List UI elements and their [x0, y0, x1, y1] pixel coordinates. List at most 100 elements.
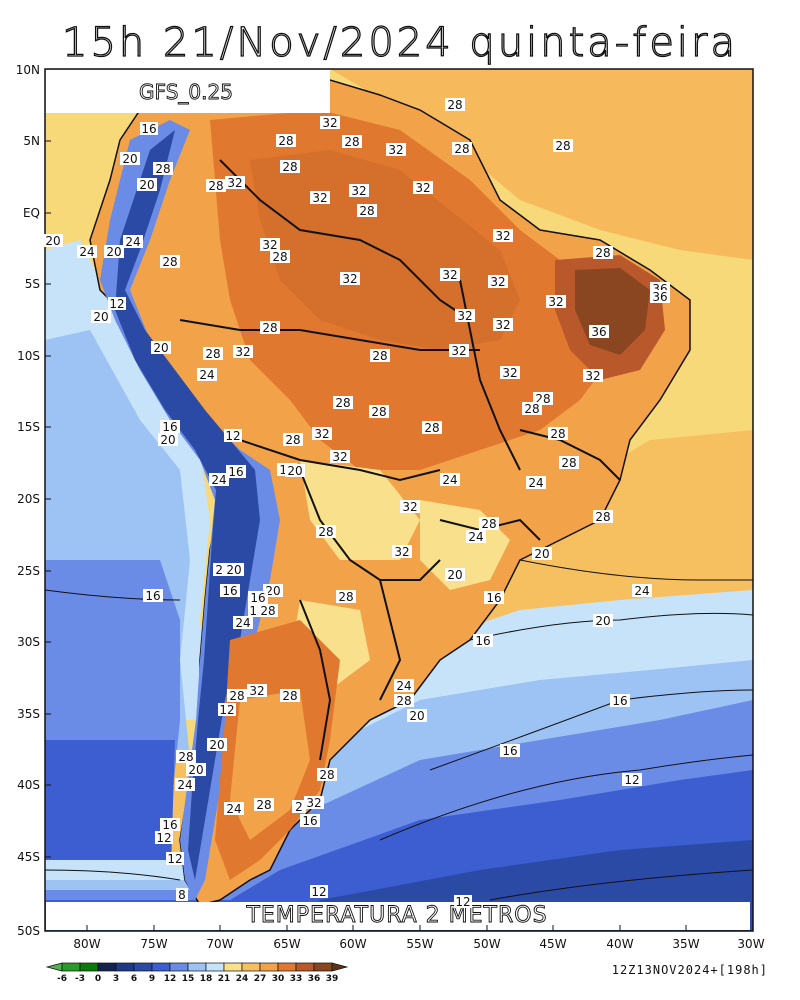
- colorbar-tick-label: 9: [149, 974, 155, 984]
- colorbar-swatch: [223, 962, 243, 972]
- contour-label: 28: [595, 510, 610, 524]
- colorbar-swatch: [277, 962, 297, 972]
- lat-tick-label: 5N: [23, 134, 40, 148]
- contour-label: 32: [388, 143, 403, 157]
- contour-label: 20: [93, 310, 108, 324]
- contour-label: 20: [106, 245, 121, 259]
- contour-label: 8: [178, 888, 186, 902]
- longitude-axis: 80W 75W 70W 65W 60W 55W 50W 45W 40W 35W …: [73, 937, 764, 951]
- colorbar-tick-label: 27: [254, 974, 267, 984]
- contour-label: 32: [322, 116, 337, 130]
- colorbar-swatch: [241, 962, 261, 972]
- lon-tick-label: 40W: [606, 937, 633, 951]
- contour-label: 24: [468, 530, 483, 544]
- contour-label: 24: [442, 473, 457, 487]
- country-borders: [179, 159, 621, 761]
- colorbar-swatch: [259, 962, 279, 972]
- contour-label: 32: [490, 275, 505, 289]
- contour-label: 32: [402, 500, 417, 514]
- lat-tick-label: 45S: [17, 850, 40, 864]
- colorbar-tick-label: 21: [218, 974, 231, 984]
- contour-label: 32: [235, 345, 250, 359]
- contour-label: 28: [229, 689, 244, 703]
- contour-label: 28: [550, 427, 565, 441]
- contour-label: 28: [319, 768, 334, 782]
- contour-label: 24: [226, 802, 241, 816]
- contour-label: 28: [555, 139, 570, 153]
- contour-label: 12: [455, 895, 470, 909]
- contour-label: 16: [228, 465, 243, 479]
- run-info: 12Z13NOV2024+[198h]: [611, 963, 768, 977]
- contour-label: 20: [534, 547, 549, 561]
- colorbar-tick-label: 36: [308, 974, 321, 984]
- svg-text:2: 2: [295, 800, 303, 814]
- contour-label: 28: [262, 321, 277, 335]
- lon-tick-label: 55W: [406, 937, 433, 951]
- lon-tick-label: 35W: [672, 937, 699, 951]
- colorbar: -6 -3 0 3 6 9 12 15 18 21 24 27 30 33 36 39: [45, 962, 349, 984]
- lat-tick-label: 35S: [17, 707, 40, 721]
- contour-label: 28: [338, 590, 353, 604]
- contour-label: 28: [260, 604, 275, 618]
- colorbar-swatch: [115, 962, 135, 972]
- colorbar-tick-label: 30: [272, 974, 285, 984]
- lon-tick-label: 75W: [140, 937, 167, 951]
- lat-tick-label: EQ: [23, 206, 40, 220]
- contour-label: 16: [162, 818, 177, 832]
- lat-tick-label: 10N: [16, 63, 40, 77]
- contour-label: 32: [262, 238, 277, 252]
- contour-label: 32: [314, 427, 329, 441]
- lon-tick-label: 70W: [206, 937, 233, 951]
- contour-label: 32: [415, 181, 430, 195]
- contour-label: 32: [394, 545, 409, 559]
- contour-label: 16: [222, 584, 237, 598]
- model-label: GFS_0.25: [139, 80, 233, 104]
- contour-label: 32: [332, 450, 347, 464]
- contour-label: 32: [457, 309, 472, 323]
- contour-label: 32: [502, 366, 517, 380]
- contour-label-group: 16 28 32 28 32 28 28 28 20 28 20 28 32 2…: [43, 98, 670, 909]
- contour-label: 12: [219, 703, 234, 717]
- lat-tick-label: 15S: [17, 420, 40, 434]
- contour-label: 16: [502, 744, 517, 758]
- colorbar-swatch: [97, 962, 117, 972]
- contour-label: 24: [199, 368, 214, 382]
- contour-label: 32: [227, 176, 242, 190]
- contour-label: 28: [371, 405, 386, 419]
- contour-label: 32: [548, 295, 563, 309]
- colorbar-arrow-right: [331, 962, 349, 972]
- contour-label: 12: [109, 297, 124, 311]
- contour-label: 36: [652, 290, 667, 304]
- contour-label: 28: [344, 135, 359, 149]
- contour-label: 36: [591, 325, 606, 339]
- contour-label: 16: [141, 122, 156, 136]
- colorbar-tick-label: -6: [57, 974, 67, 984]
- contour-label: 32: [585, 369, 600, 383]
- contour-label: 24: [528, 476, 543, 490]
- contour-label: 28: [372, 349, 387, 363]
- contour-label: 28: [318, 525, 333, 539]
- contour-label: 32: [249, 684, 264, 698]
- model-label-box: [46, 70, 330, 113]
- colorbar-swatch: [151, 962, 171, 972]
- contour-label: 28: [424, 421, 439, 435]
- contour-label: 28: [359, 204, 374, 218]
- contour-label: 24: [211, 473, 226, 487]
- colorbar-swatch: [61, 962, 81, 972]
- colorbar-swatch: [79, 962, 99, 972]
- contour-label: 28: [282, 160, 297, 174]
- contour-label: 28: [335, 396, 350, 410]
- map-title: 15h 21/Nov/2024 quinta-feira: [61, 19, 738, 66]
- colorbar-swatch: [313, 962, 333, 972]
- contour-label: 20: [447, 568, 462, 582]
- contour-label: 32: [451, 344, 466, 358]
- lat-tick-label: 30S: [17, 635, 40, 649]
- contour-label: 32: [351, 184, 366, 198]
- contour-label: 20: [409, 709, 424, 723]
- colorbar-swatch: [169, 962, 189, 972]
- contour-label: 20: [595, 614, 610, 628]
- contour-label: 28: [524, 402, 539, 416]
- contour-label: 28: [178, 750, 193, 764]
- contour-label: 28: [205, 347, 220, 361]
